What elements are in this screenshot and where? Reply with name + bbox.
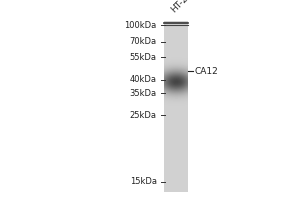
Text: HT-29: HT-29: [169, 0, 194, 14]
Text: 100kDa: 100kDa: [124, 21, 157, 29]
Text: 25kDa: 25kDa: [130, 110, 157, 119]
Text: 35kDa: 35kDa: [130, 88, 157, 98]
Text: 55kDa: 55kDa: [130, 52, 157, 62]
Text: 70kDa: 70kDa: [130, 38, 157, 46]
Text: 15kDa: 15kDa: [130, 178, 157, 186]
Text: CA12: CA12: [194, 66, 218, 75]
Text: 40kDa: 40kDa: [130, 75, 157, 84]
